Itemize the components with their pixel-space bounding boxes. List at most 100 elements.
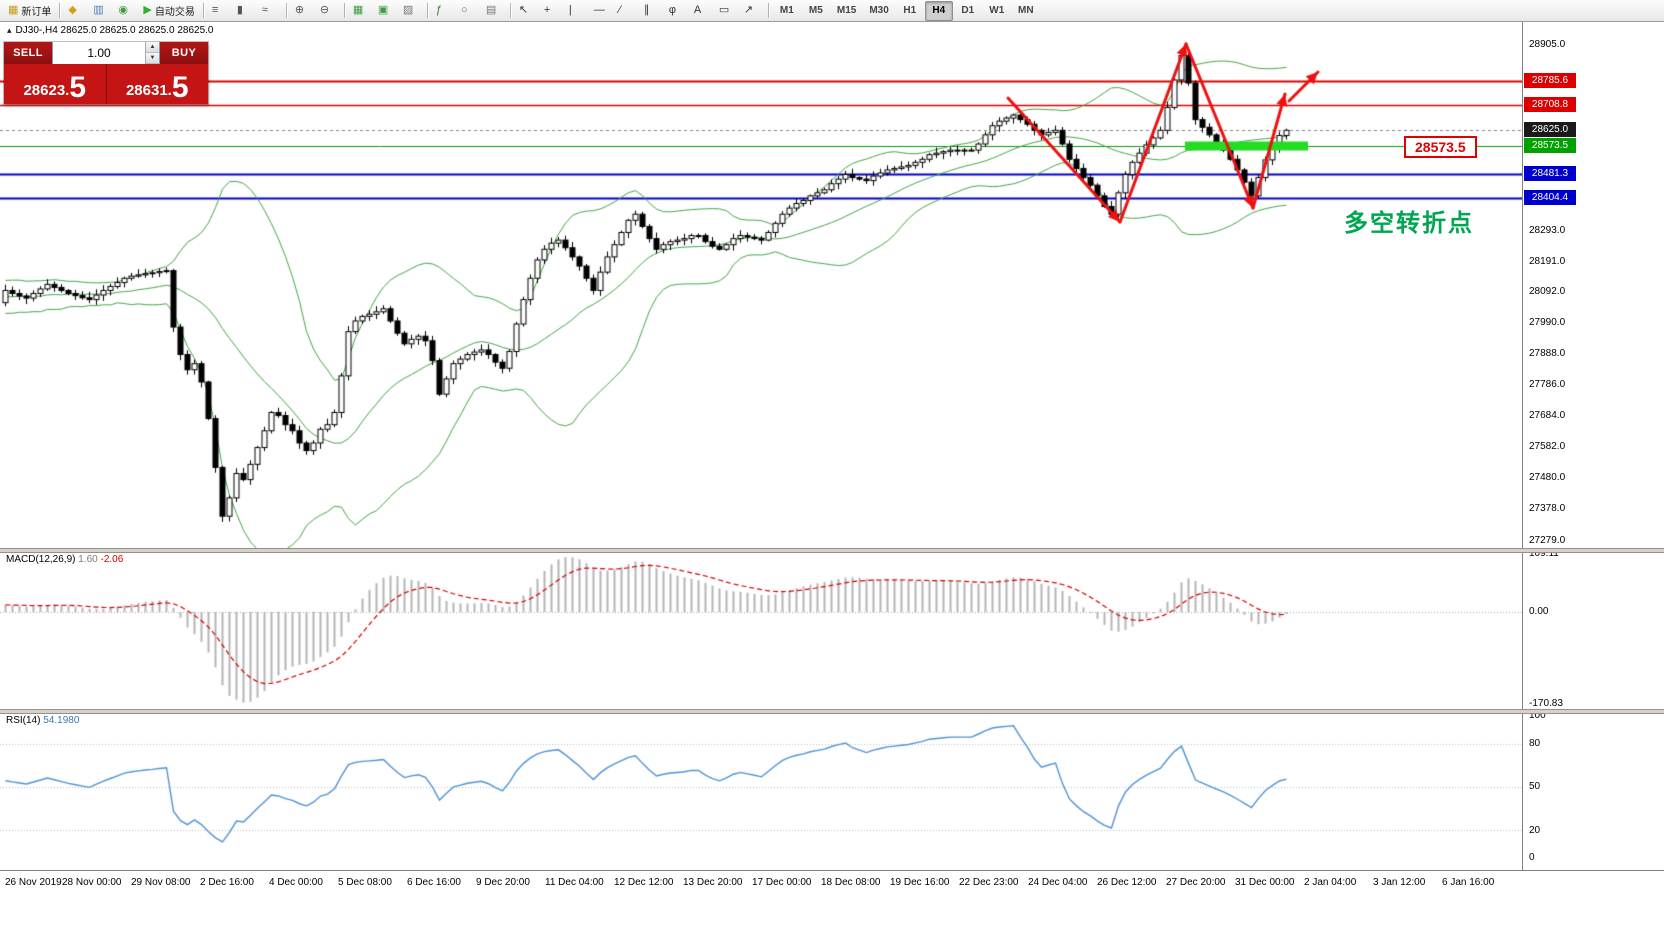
time-axis-label: 2 Dec 16:00: [200, 877, 254, 888]
chart-properties-icon: ▤: [485, 4, 497, 16]
new-chart-icon: ▣: [377, 4, 389, 16]
indicator-axis-label: -170.83: [1529, 698, 1563, 709]
chart-template-button[interactable]: ▨: [399, 1, 423, 21]
new-order-button-label: 新订单: [21, 7, 52, 18]
price-level-tag[interactable]: 28573.5: [1404, 136, 1477, 158]
arrows-tool-icon: ↗: [743, 4, 754, 16]
fibonacci-tool-button[interactable]: φ: [665, 1, 689, 21]
price-axis[interactable]: 28905.0 28293.0 28191.0 28092.0 27990.0 27888…: [1522, 22, 1664, 870]
time-axis-label: 2 Jan 04:00: [1304, 877, 1357, 888]
sell-button[interactable]: SELL: [4, 42, 52, 64]
volume-decrease-button[interactable]: ▼: [146, 53, 159, 64]
zoom-out-button[interactable]: ⊖: [316, 1, 340, 21]
time-axis-label: 11 Dec 04:00: [545, 877, 604, 888]
price-badge: 28404.4: [1524, 189, 1576, 205]
new-chart-button[interactable]: ▣: [374, 1, 398, 21]
price-chart-canvas[interactable]: [0, 22, 1522, 548]
timeframe-m5-button[interactable]: M5: [808, 5, 823, 16]
price-axis-label: 28905.0: [1529, 39, 1566, 50]
bar-chart-icon: ≡: [211, 4, 219, 16]
volume-input[interactable]: [53, 42, 145, 64]
indicator-axis-label: 80: [1529, 738, 1541, 749]
trade-panel-prices: 28623. 5 28631. 5: [4, 64, 208, 104]
price-axis-label: 27786.0: [1529, 379, 1566, 390]
main-toolbar: ▦ 新订单 ◆ ▥ ◉ ▶ 自动交易 ≡ ▮ ≈ ⊕ ⊖ ▦ ▣ ▨ ƒ ○ ▤ ↖ + | ― ∕ ∥ φ A ▭ ↗ M1 M5 M15…: [0, 0, 1664, 22]
auto-trading-button-label: 自动交易: [154, 7, 195, 18]
price-axis-label: 27888.0: [1529, 348, 1566, 359]
price-axis-label: 27279.0: [1529, 535, 1566, 546]
indicators-button[interactable]: ƒ: [432, 1, 456, 21]
indicator-axis-label: 109.11: [1529, 548, 1559, 559]
trendline-tool-button[interactable]: ∕: [615, 1, 639, 21]
time-axis-label: 27 Dec 20:00: [1166, 877, 1226, 888]
panel-separator[interactable]: [0, 709, 1664, 714]
fibonacci-tool-icon: φ: [668, 4, 677, 16]
annotation-text[interactable]: 多空转折点: [1344, 210, 1474, 237]
time-axis-label: 18 Dec 08:00: [821, 877, 881, 888]
zoom-in-icon: ⊕: [294, 4, 305, 16]
auto-trading-button[interactable]: ▶ 自动交易: [139, 1, 198, 21]
macd-name: MACD(12,26,9): [6, 554, 76, 565]
timeframe-m15-button[interactable]: M15: [836, 5, 857, 16]
time-axis-label: 26 Dec 12:00: [1097, 877, 1157, 888]
periods-icon: ○: [460, 4, 468, 16]
timeframe-w1-button[interactable]: W1: [989, 5, 1005, 16]
time-axis-label: 26 Nov 2019: [5, 877, 62, 888]
periods-button[interactable]: ○: [457, 1, 481, 21]
chart-template-icon: ▨: [402, 4, 414, 16]
bar-chart-button[interactable]: ≡: [208, 1, 232, 21]
crosshair-tool-icon: +: [543, 4, 551, 16]
chart-properties-button[interactable]: ▤: [482, 1, 506, 21]
toolbar-separator: [285, 3, 287, 18]
buy-price[interactable]: 28631. 5: [105, 64, 209, 104]
sell-price[interactable]: 28623. 5: [4, 64, 106, 104]
label-tool-button[interactable]: ▭: [715, 1, 739, 21]
price-badge: 28573.5: [1524, 138, 1576, 153]
navigator-button[interactable]: ◉: [114, 1, 138, 21]
buy-button[interactable]: BUY: [160, 42, 208, 64]
cursor-tool-button[interactable]: ↖: [515, 1, 539, 21]
arrows-tool-button[interactable]: ↗: [740, 1, 764, 21]
crosshair-tool-button[interactable]: +: [540, 1, 564, 21]
horizontal-line-tool-button[interactable]: ―: [590, 1, 614, 21]
market-watch-button[interactable]: ◆: [64, 1, 88, 21]
one-click-collapse-icon[interactable]: ▴: [7, 25, 12, 35]
zoom-in-button[interactable]: ⊕: [291, 1, 315, 21]
new-order-button[interactable]: ▦ 新订单: [4, 1, 55, 21]
cursor-tool-icon: ↖: [518, 4, 529, 16]
buy-price-big: 5: [171, 71, 189, 104]
timeframe-m30-button[interactable]: M30: [869, 5, 889, 16]
data-window-button[interactable]: ▥: [89, 1, 113, 21]
sell-price-small: 28623.: [23, 82, 70, 99]
channel-tool-button[interactable]: ∥: [640, 1, 664, 21]
timeframe-h4-button[interactable]: H4: [924, 0, 953, 21]
timeframe-d1-button[interactable]: D1: [961, 5, 975, 16]
text-tool-button[interactable]: A: [690, 1, 714, 21]
rsi-canvas[interactable]: [0, 712, 1522, 870]
trade-panel-top-row: SELL ▲ ▼ BUY: [4, 42, 208, 64]
toolbar-separator: [202, 3, 204, 18]
rsi-name: RSI(14): [6, 715, 41, 726]
timeframe-h1-button[interactable]: H1: [903, 5, 917, 16]
price-axis-label: 27480.0: [1529, 472, 1566, 483]
tile-windows-button[interactable]: ▦: [349, 1, 373, 21]
line-chart-button[interactable]: ≈: [258, 1, 282, 21]
time-axis-label: 31 Dec 00:00: [1235, 877, 1295, 888]
macd-canvas[interactable]: [0, 551, 1522, 709]
panel-separator[interactable]: [0, 548, 1664, 553]
chart-symbol-header: ▴ DJ30-,H4 28625.0 28625.0 28625.0 28625.…: [7, 25, 213, 36]
channel-tool-icon: ∥: [643, 4, 650, 16]
timeframe-mn-button[interactable]: MN: [1018, 5, 1034, 16]
sell-price-big: 5: [69, 71, 87, 104]
horizontal-line-tool-icon: ―: [593, 4, 605, 16]
toolbar-separator: [426, 3, 428, 18]
vertical-line-tool-button[interactable]: |: [565, 1, 589, 21]
candlestick-chart-button[interactable]: ▮: [233, 1, 257, 21]
buy-price-small: 28631.: [125, 82, 172, 99]
volume-increase-button[interactable]: ▲: [146, 42, 159, 53]
time-axis[interactable]: 26 Nov 2019 28 Nov 00:00 29 Nov 08:00 2 Dec…: [0, 870, 1664, 948]
timeframe-m1-button[interactable]: M1: [779, 5, 794, 16]
price-axis-label: 28191.0: [1529, 256, 1566, 267]
time-axis-label: 24 Dec 04:00: [1028, 877, 1088, 888]
